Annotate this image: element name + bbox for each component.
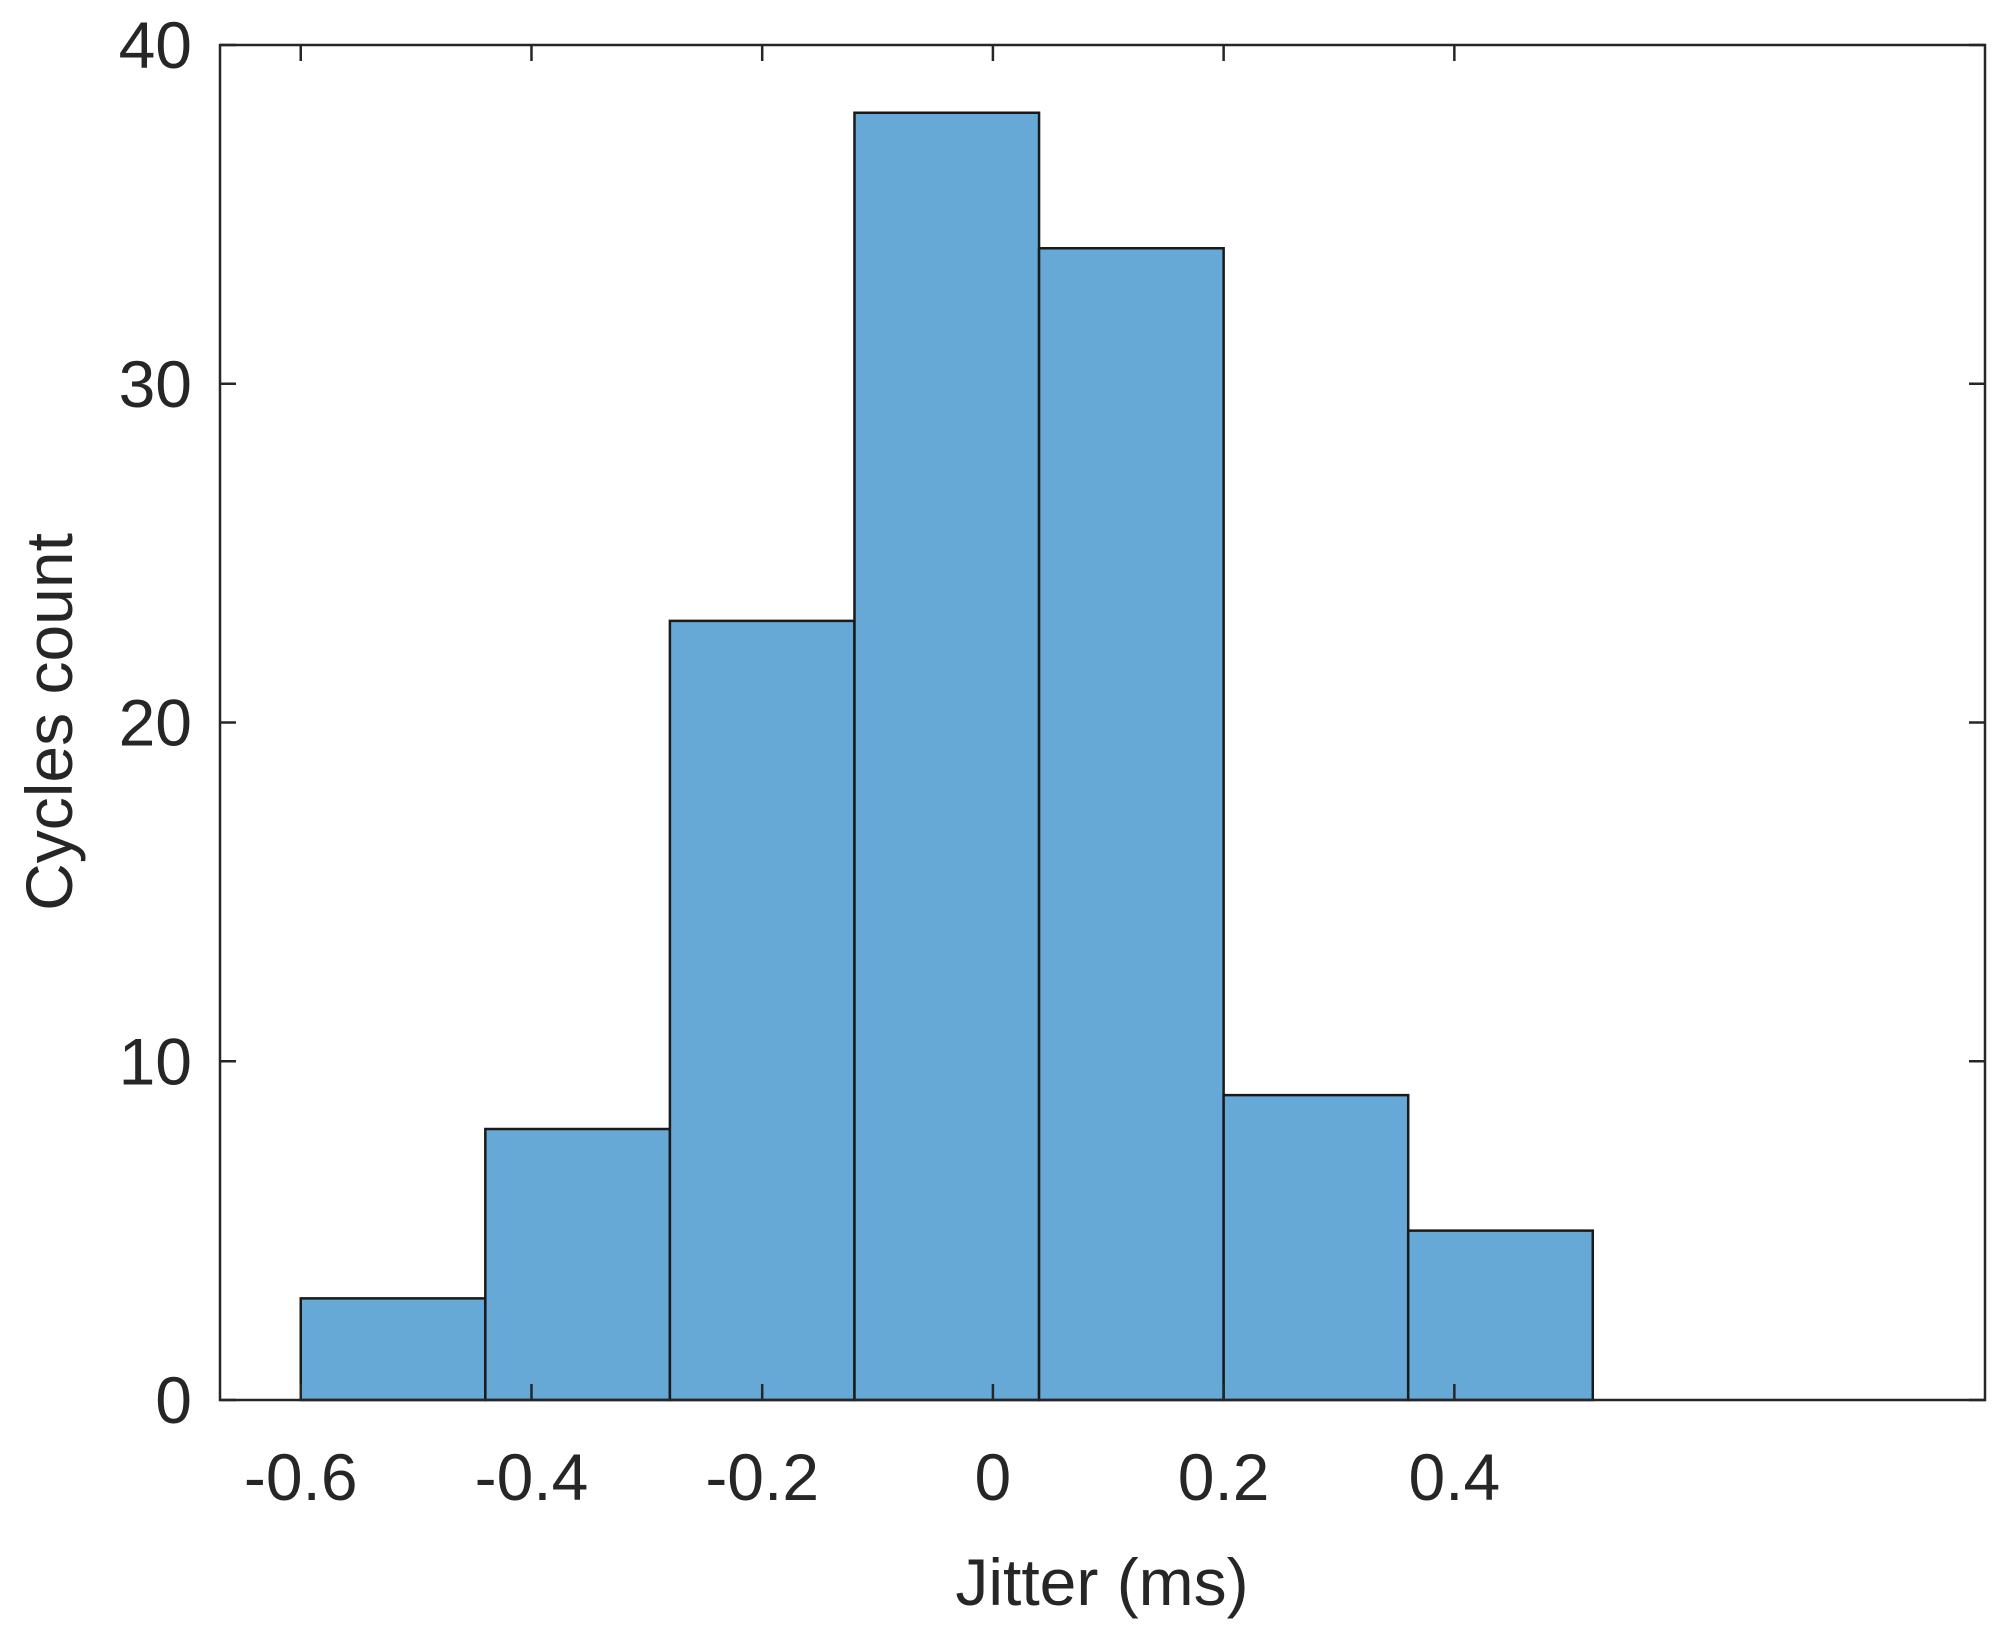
histogram-bar	[853, 111, 1041, 1402]
y-tick-label: 30	[119, 347, 192, 421]
x-axis-label: Jitter (ms)	[955, 1545, 1248, 1619]
y-tick-labels: 0 10 20 30 40	[119, 8, 192, 1437]
ticks-group	[220, 43, 1985, 1402]
x-tick-label: 0.4	[1408, 1440, 1500, 1514]
histogram-bar	[299, 1297, 487, 1402]
histogram-bar	[484, 1127, 672, 1402]
x-tick-label: -0.2	[705, 1440, 819, 1514]
bars-group	[299, 111, 1595, 1402]
y-tick-label: 40	[119, 8, 192, 82]
histogram-bar	[1406, 1229, 1595, 1402]
x-tick-labels: -0.6 -0.4 -0.2 0 0.2 0.4	[244, 1440, 1500, 1514]
y-axis-label: Cycles count	[12, 533, 86, 911]
histogram-bar	[668, 619, 856, 1402]
x-tick-label: -0.6	[244, 1440, 358, 1514]
histogram-bar	[1037, 247, 1225, 1402]
y-tick-label: 20	[119, 686, 192, 760]
y-tick-label: 10	[119, 1024, 192, 1098]
x-tick-label: 0	[975, 1440, 1012, 1514]
y-tick-label: 0	[155, 1363, 192, 1437]
histogram-bar	[1222, 1093, 1410, 1402]
x-tick-label: -0.4	[475, 1440, 589, 1514]
x-tick-label: 0.2	[1178, 1440, 1270, 1514]
